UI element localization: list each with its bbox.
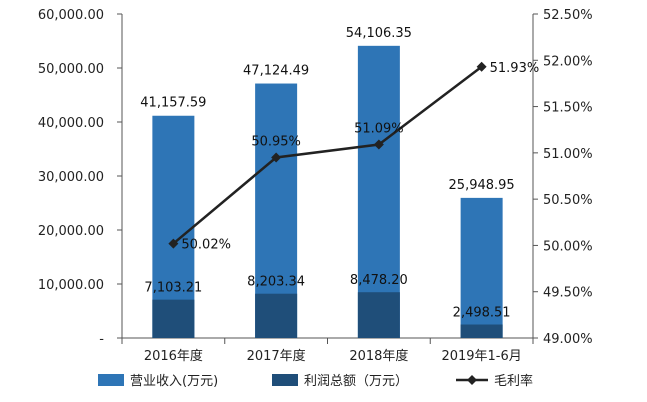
right-tick-label: 52.00% (543, 54, 593, 69)
left-tick-label: 20,000.00 (38, 224, 104, 239)
right-tick-label: 49.50% (543, 286, 593, 301)
legend-label-revenue: 营业收入(万元) (130, 374, 218, 389)
x-tick-label: 2018年度 (349, 348, 408, 364)
revenue-data-label: 25,948.95 (449, 178, 515, 193)
gross-margin-line (172, 65, 483, 245)
right-tick-label: 51.50% (543, 101, 593, 116)
gross-margin-data-label: 50.95% (251, 134, 301, 149)
legend-label-margin: 毛利率 (494, 373, 533, 389)
left-tick-label: 30,000.00 (38, 170, 104, 185)
right-tick-label: 50.50% (543, 193, 593, 208)
profit-data-label: 2,498.51 (453, 306, 511, 321)
revenue-data-label: 54,106.35 (346, 26, 412, 41)
revenue-bar (357, 45, 400, 338)
revenue-data-label: 41,157.59 (140, 96, 206, 111)
right-tick-label: 50.00% (543, 239, 593, 254)
x-tick-label: 2016年度 (144, 348, 203, 364)
gross-margin-point (168, 238, 179, 249)
profit-bar (460, 324, 503, 338)
legend-swatch-revenue (98, 374, 124, 386)
left-tick-label: 50,000.00 (38, 62, 104, 77)
right-tick-label: 49.00% (543, 332, 593, 347)
left-tick-label: - (99, 332, 104, 347)
right-tick-label: 51.00% (543, 147, 593, 162)
left-tick-label: 40,000.00 (38, 116, 104, 131)
profit-bar (357, 292, 400, 338)
gross-margin-point (373, 139, 384, 150)
gross-margin-data-label: 51.09% (354, 122, 404, 137)
profit-data-label: 8,203.34 (247, 275, 305, 290)
right-tick-label: 52.50% (543, 8, 593, 23)
gross-margin-point (476, 61, 487, 72)
profit-bar (255, 293, 298, 338)
revenue-bar (460, 197, 503, 338)
legend-label-profit: 利润总额（万元） (304, 374, 408, 389)
gross-margin-data-label: 50.02% (181, 238, 231, 253)
left-tick-label: 60,000.00 (38, 8, 104, 23)
legend-marker-margin (467, 375, 477, 385)
profit-data-label: 8,478.20 (350, 273, 408, 288)
revenue-data-label: 47,124.49 (243, 64, 309, 79)
x-tick-label: 2019年1-6月 (441, 349, 521, 364)
left-tick-label: 10,000.00 (38, 278, 104, 293)
legend-swatch-profit (272, 374, 298, 386)
gross-margin-data-label: 51.93% (490, 61, 540, 76)
profit-bar (152, 299, 195, 338)
profit-data-label: 7,103.21 (144, 281, 202, 296)
gross-margin-point (271, 152, 282, 163)
x-tick-label: 2017年度 (247, 348, 306, 364)
